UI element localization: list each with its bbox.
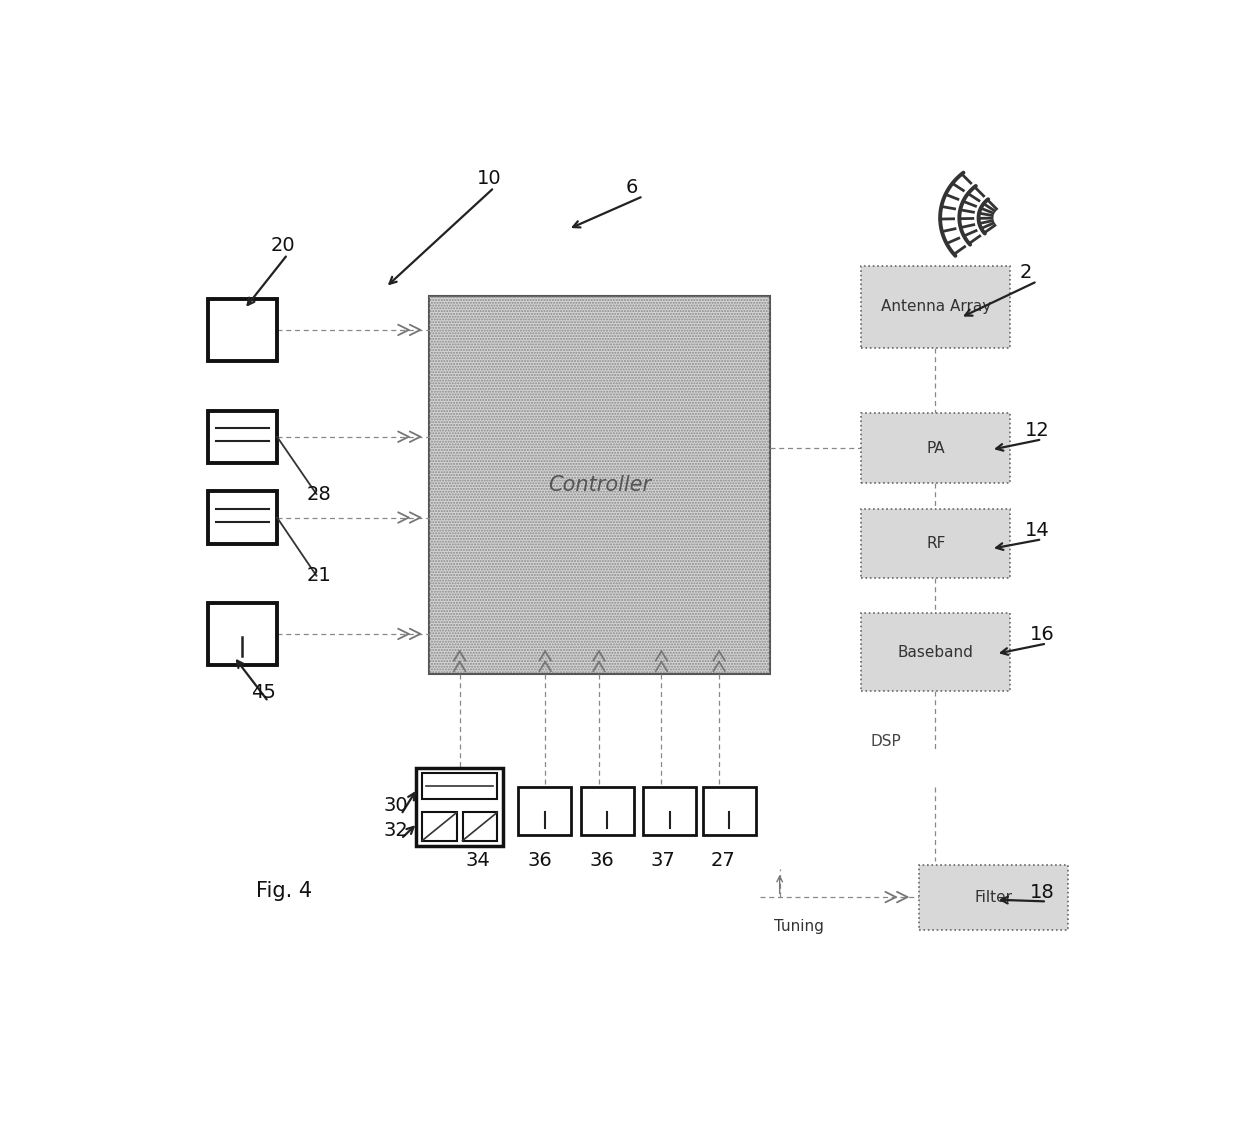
Text: 37: 37 [651,852,676,870]
Text: 6: 6 [626,178,639,197]
Text: 14: 14 [1024,521,1049,540]
Bar [417,768,503,846]
Bar [429,296,770,673]
Bar [862,509,1011,579]
Bar [644,787,696,835]
Text: Filter: Filter [975,890,1013,905]
Text: DSP: DSP [870,734,901,749]
Bar [580,787,634,835]
Text: 36: 36 [528,852,553,870]
Bar [422,812,456,840]
Text: Tuning: Tuning [774,919,823,934]
Text: 20: 20 [270,236,295,255]
Bar [518,787,572,835]
Bar [208,411,277,462]
Bar [208,299,277,361]
Text: PA: PA [926,441,945,456]
Text: 2: 2 [1019,263,1032,282]
Bar [862,614,1011,691]
Text: 16: 16 [1029,625,1054,644]
Bar [703,787,755,835]
Text: 28: 28 [306,485,331,503]
Bar [862,266,1011,349]
Text: 10: 10 [477,169,501,188]
Text: 32: 32 [383,821,408,839]
Bar [208,492,277,544]
Bar [429,296,770,673]
Text: 36: 36 [589,852,614,870]
Text: 45: 45 [250,684,277,703]
Text: 12: 12 [1024,421,1049,440]
Text: 27: 27 [711,852,735,870]
Text: Fig. 4: Fig. 4 [255,881,312,901]
Bar [463,812,497,840]
Text: 18: 18 [1029,883,1054,902]
Text: Antenna Array: Antenna Array [880,299,991,315]
Text: RF: RF [926,536,945,552]
Text: Baseband: Baseband [898,645,973,660]
Bar [422,773,497,799]
Text: 21: 21 [306,566,331,585]
Bar [208,602,277,666]
Text: 34: 34 [465,852,490,870]
Text: 30: 30 [383,796,408,816]
Text: Controller: Controller [548,475,651,495]
Bar [919,865,1068,931]
Bar [862,413,1011,483]
